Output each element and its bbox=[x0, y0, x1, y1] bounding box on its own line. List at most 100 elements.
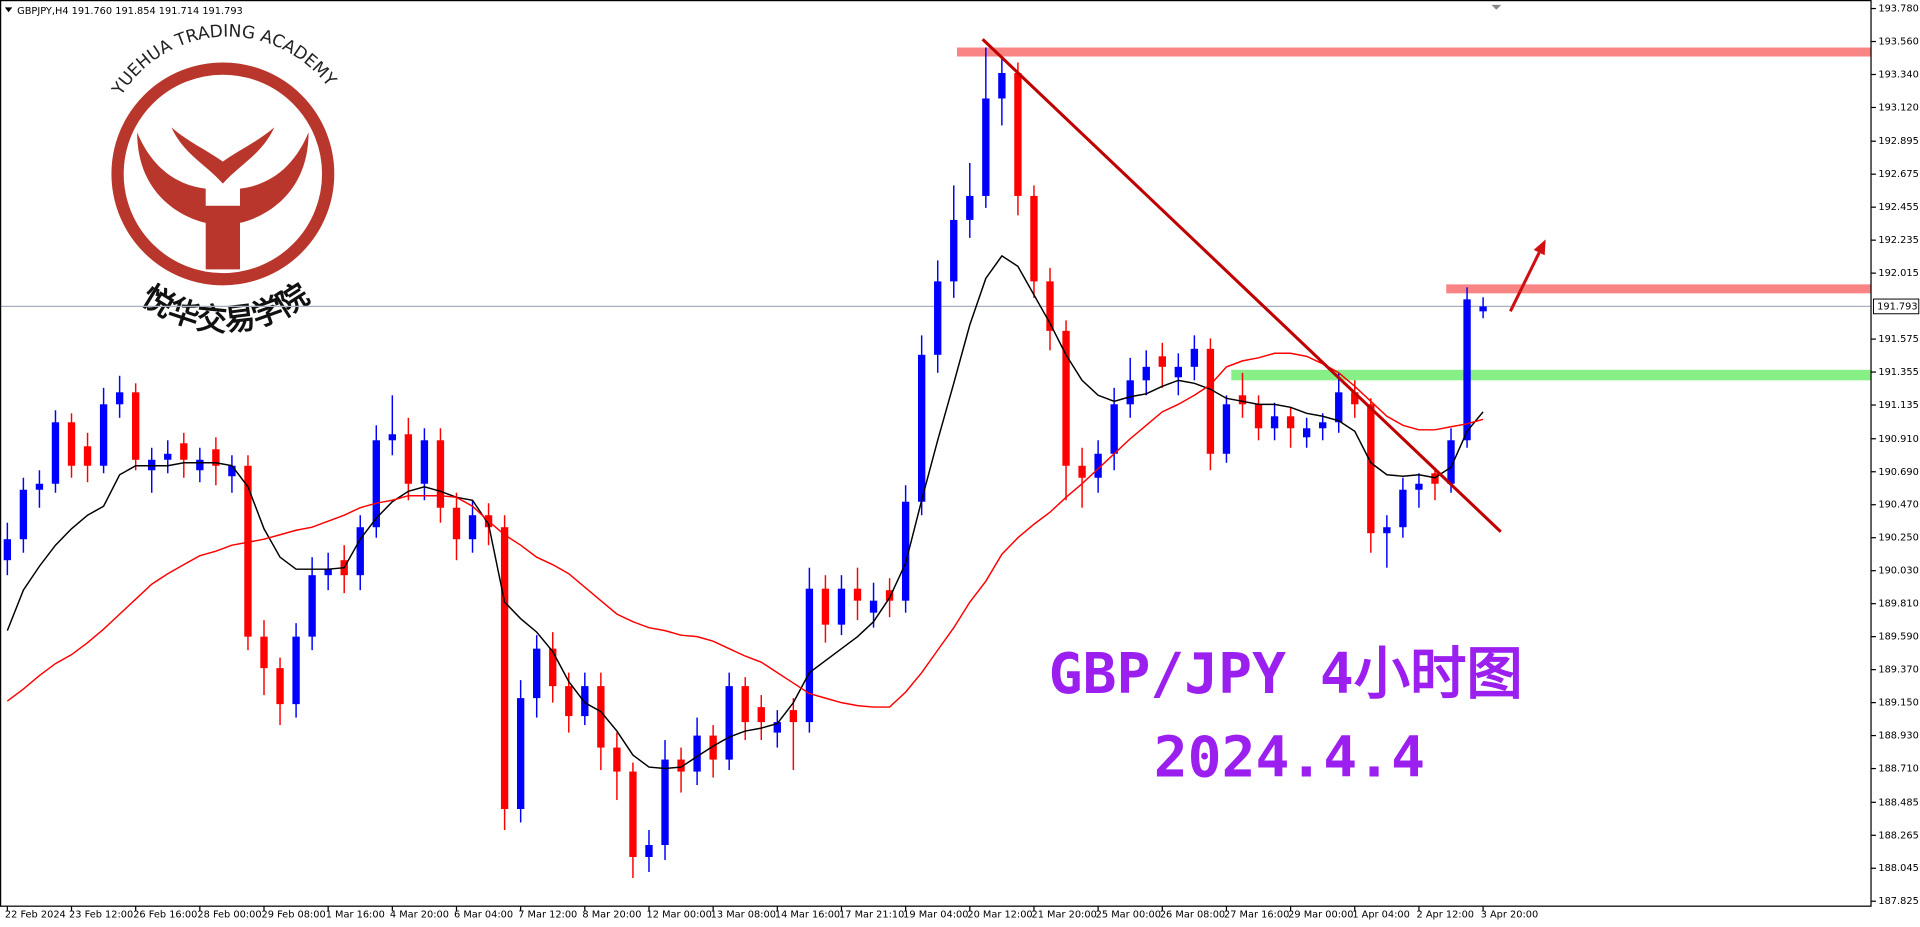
candle-body bbox=[324, 569, 332, 576]
y-tick-label: 188.045 bbox=[1878, 863, 1918, 874]
x-tick-label: 7 Mar 12:00 bbox=[518, 910, 577, 921]
candle-body bbox=[1014, 73, 1022, 196]
candle-body bbox=[1238, 395, 1247, 405]
y-tick-label: 190.250 bbox=[1878, 533, 1918, 544]
candle-body bbox=[950, 219, 958, 282]
candle-body bbox=[228, 465, 236, 477]
candle-body bbox=[661, 759, 669, 846]
logo-emblem bbox=[137, 132, 309, 270]
candle-body bbox=[276, 668, 284, 705]
candle-body bbox=[629, 771, 637, 858]
candle-body bbox=[420, 440, 429, 484]
y-tick-label: 192.675 bbox=[1878, 169, 1918, 180]
candle-body bbox=[934, 281, 942, 355]
candle-body bbox=[998, 73, 1006, 99]
chart-header: GBPJPY,H4 191.760 191.854 191.714 191.79… bbox=[17, 6, 243, 17]
x-tick-label: 19 Mar 04:00 bbox=[903, 910, 968, 921]
candle-body bbox=[725, 686, 733, 760]
arrow bbox=[1508, 251, 1541, 313]
candle-body bbox=[597, 686, 605, 748]
candle-body bbox=[180, 443, 188, 460]
y-tick-label: 190.690 bbox=[1878, 467, 1918, 478]
candle-body bbox=[1222, 404, 1231, 454]
candle-body bbox=[757, 707, 765, 723]
moving-average bbox=[6, 352, 1484, 708]
x-tick-label: 14 Mar 16:00 bbox=[775, 910, 840, 921]
candle-body bbox=[805, 588, 814, 723]
logo-emblem bbox=[171, 127, 275, 184]
logo-ring bbox=[111, 62, 335, 286]
candle-body bbox=[645, 845, 653, 858]
candle-body bbox=[3, 539, 12, 561]
y-tick-label: 192.015 bbox=[1878, 268, 1918, 279]
trendline bbox=[981, 38, 1502, 533]
y-tick-label: 193.780 bbox=[1878, 4, 1918, 15]
y-tick-label: 190.470 bbox=[1878, 500, 1918, 511]
candle-body bbox=[1046, 281, 1054, 331]
y-tick-label: 193.560 bbox=[1878, 37, 1918, 48]
candle-body bbox=[885, 590, 894, 601]
candle-body bbox=[982, 98, 990, 196]
candle-body bbox=[452, 507, 461, 540]
candle-body bbox=[565, 686, 573, 717]
x-tick-label: 3 Apr 20:00 bbox=[1481, 910, 1539, 921]
x-tick-label: 26 Mar 08:00 bbox=[1160, 910, 1225, 921]
candle-body bbox=[388, 434, 396, 441]
y-tick-label: 193.120 bbox=[1878, 102, 1918, 113]
candle-body bbox=[1302, 428, 1311, 438]
candle-body bbox=[468, 515, 477, 540]
candle-body bbox=[1030, 195, 1038, 282]
candle-body bbox=[115, 392, 124, 405]
moving-average bbox=[6, 254, 1484, 770]
y-tick-label: 192.235 bbox=[1878, 235, 1918, 246]
candle-body bbox=[1062, 330, 1070, 466]
candle-body bbox=[99, 404, 108, 466]
candle-body bbox=[821, 588, 830, 625]
level-zone bbox=[1446, 284, 1872, 294]
y-tick-label: 193.340 bbox=[1878, 70, 1918, 81]
candle-body bbox=[693, 735, 701, 772]
level-zone bbox=[956, 47, 1872, 57]
x-tick-label: 8 Mar 20:00 bbox=[582, 910, 641, 921]
candle-body bbox=[1383, 527, 1391, 534]
x-tick-label: 26 Feb 16:00 bbox=[133, 910, 197, 921]
candle-body bbox=[901, 501, 910, 601]
candle-body bbox=[1174, 366, 1182, 378]
candle-body bbox=[404, 434, 413, 484]
candle-body bbox=[196, 459, 204, 471]
candle-body bbox=[549, 648, 557, 687]
candle-body bbox=[516, 698, 525, 810]
x-tick-label: 12 Mar 00:00 bbox=[647, 910, 712, 921]
y-tick-label: 192.895 bbox=[1878, 136, 1918, 147]
candle-body bbox=[709, 735, 717, 760]
x-tick-label: 1 Apr 04:00 bbox=[1352, 910, 1410, 921]
candle-body bbox=[1126, 380, 1134, 405]
candle-body bbox=[1254, 404, 1263, 429]
candle-body bbox=[1319, 422, 1327, 429]
y-tick-label: 188.710 bbox=[1878, 764, 1918, 775]
candle-body bbox=[837, 588, 846, 625]
x-tick-label: 4 Mar 20:00 bbox=[390, 910, 449, 921]
candle-body bbox=[1270, 416, 1279, 429]
candle-body bbox=[1335, 392, 1343, 423]
y-tick-label: 189.150 bbox=[1878, 698, 1918, 709]
candle-body bbox=[51, 422, 60, 484]
x-tick-label: 1 Mar 16:00 bbox=[326, 910, 385, 921]
x-tick-label: 17 Mar 21:10 bbox=[839, 910, 904, 921]
candle-body bbox=[436, 440, 445, 508]
x-tick-label: 13 Mar 08:00 bbox=[711, 910, 776, 921]
candle-body bbox=[789, 710, 798, 723]
header-icon bbox=[4, 7, 13, 13]
candle-body bbox=[1094, 453, 1102, 478]
candle-body bbox=[1190, 348, 1199, 367]
x-tick-label: 6 Mar 04:00 bbox=[454, 910, 513, 921]
y-tick-label: 187.825 bbox=[1878, 896, 1918, 907]
candle-body bbox=[35, 483, 44, 490]
candle-body bbox=[1463, 299, 1471, 441]
annotation: 2024.4.4 bbox=[1154, 725, 1425, 790]
y-tick-label: 190.910 bbox=[1878, 434, 1918, 445]
candle-body bbox=[853, 588, 862, 601]
y-tick-label: 188.265 bbox=[1878, 830, 1918, 841]
